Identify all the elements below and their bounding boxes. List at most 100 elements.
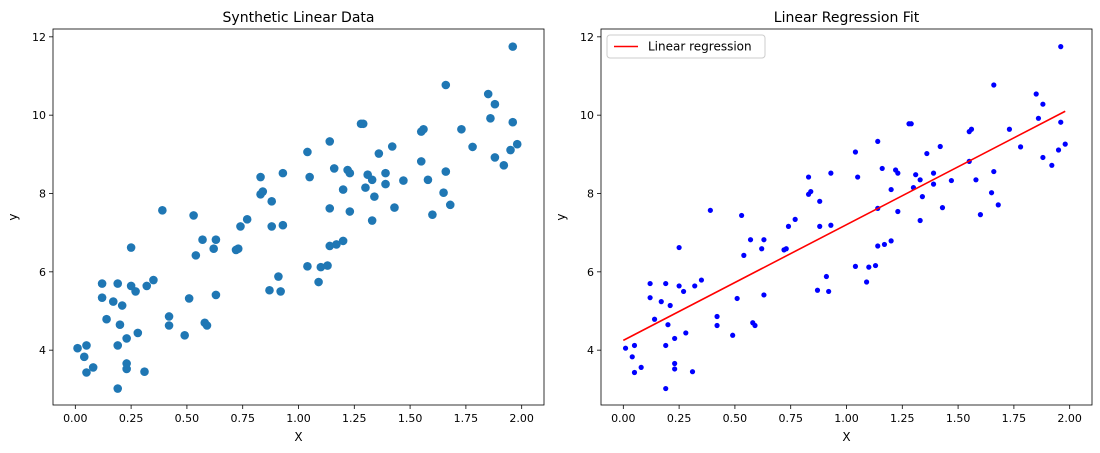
scatter-point — [332, 240, 341, 249]
y-tick-label: 6 — [587, 266, 594, 279]
y-tick-label: 12 — [32, 31, 46, 44]
scatter-point — [490, 153, 500, 162]
scatter-point — [1055, 147, 1062, 153]
scatter-point — [198, 235, 207, 245]
scatter-point — [988, 190, 995, 196]
scatter-point — [672, 335, 678, 342]
scatter-point — [828, 222, 834, 228]
scatter-point — [908, 121, 914, 127]
scatter-point — [267, 197, 277, 206]
scatter-point — [325, 204, 335, 213]
scatter-point — [680, 288, 687, 295]
scatter-point — [692, 283, 698, 289]
scatter-point — [149, 275, 158, 285]
scatter-point — [783, 246, 789, 252]
scatter-point — [428, 210, 437, 219]
plot-frame — [52, 28, 545, 406]
x-tick-label: 1.25 — [342, 412, 367, 425]
x-axis-label: X — [842, 430, 850, 444]
scatter-point — [180, 330, 189, 340]
x-tick-label: 1.75 — [1002, 412, 1027, 425]
y-tick-label: 10 — [580, 109, 594, 122]
scatter-point — [441, 80, 451, 90]
scatter-point — [647, 295, 653, 301]
scatter-point — [338, 236, 348, 246]
scatter-point — [683, 330, 689, 336]
scatter-point — [390, 203, 399, 212]
scatter-point — [761, 237, 767, 243]
scatter-point — [387, 142, 397, 151]
scatter-point — [707, 207, 713, 213]
scatter-point — [88, 363, 98, 372]
y-axis-label: y — [554, 213, 568, 220]
scatter-point — [672, 360, 678, 367]
scatter-point — [274, 272, 283, 281]
legend-box — [606, 34, 766, 59]
plot-frame — [600, 28, 1093, 406]
scatter-point — [97, 279, 107, 288]
scatter-point — [158, 206, 167, 215]
x-axis-label: X — [294, 430, 302, 444]
scatter-point — [631, 369, 638, 376]
scatter-point — [991, 168, 997, 175]
scatter-point — [913, 172, 919, 178]
scatter-point — [233, 244, 243, 254]
scatter-point — [665, 322, 671, 328]
scatter-point — [930, 181, 937, 187]
scatter-point — [752, 322, 758, 329]
scatter-point — [879, 165, 885, 172]
scatter-point — [888, 238, 894, 244]
scatter-point — [133, 328, 143, 338]
scatter-point — [468, 142, 477, 152]
y-tick-label: 12 — [580, 31, 594, 44]
scatter-point — [202, 321, 212, 330]
scatter-point — [895, 208, 901, 215]
scatter-point — [258, 187, 268, 196]
scatter-point — [930, 170, 937, 176]
scatter-point — [734, 295, 740, 302]
scatter-point — [499, 161, 509, 170]
scatter-point — [917, 217, 923, 224]
scatter-point — [852, 149, 859, 155]
scatter-point — [113, 279, 123, 288]
scatter-point — [629, 354, 635, 360]
scatter-point — [895, 170, 901, 176]
y-axis-label: y — [6, 213, 20, 220]
scatter-point — [211, 235, 221, 245]
scatter-point — [115, 320, 125, 330]
y-tick-label: 4 — [587, 344, 594, 357]
scatter-point — [242, 215, 252, 224]
scatter-point — [863, 279, 870, 285]
scatter-point — [638, 364, 644, 370]
scatter-point — [968, 126, 975, 132]
scatter-point — [506, 145, 515, 155]
scatter-point — [164, 321, 174, 330]
scatter-point — [698, 277, 705, 283]
x-tick-label: 0.50 — [723, 412, 748, 425]
regression-line — [622, 110, 1066, 342]
scatter-point — [924, 150, 930, 157]
scatter-point — [672, 366, 678, 372]
scatter-point — [814, 287, 821, 293]
scatter-point — [82, 368, 91, 377]
scatter-point — [881, 241, 888, 248]
scatter-point — [126, 243, 136, 252]
chart-title: Linear Regression Fit — [774, 10, 920, 26]
scatter-point — [483, 89, 493, 99]
scatter-point — [102, 314, 111, 324]
scatter-point — [164, 312, 174, 321]
scatter-point — [823, 273, 830, 280]
x-tick-label: 0.00 — [611, 412, 636, 425]
scatter-point — [1049, 162, 1055, 168]
scatter-point — [303, 147, 312, 157]
scatter-point — [761, 292, 767, 298]
scatter-point — [305, 172, 314, 182]
scatter-point — [1058, 44, 1064, 50]
scatter-point — [314, 277, 323, 287]
scatter-point — [948, 177, 954, 184]
scatter-point — [991, 82, 997, 88]
scatter-point — [329, 164, 339, 173]
scatter-point — [855, 174, 861, 180]
x-tick-label: 0.75 — [778, 412, 803, 425]
scatter-point — [323, 261, 332, 270]
